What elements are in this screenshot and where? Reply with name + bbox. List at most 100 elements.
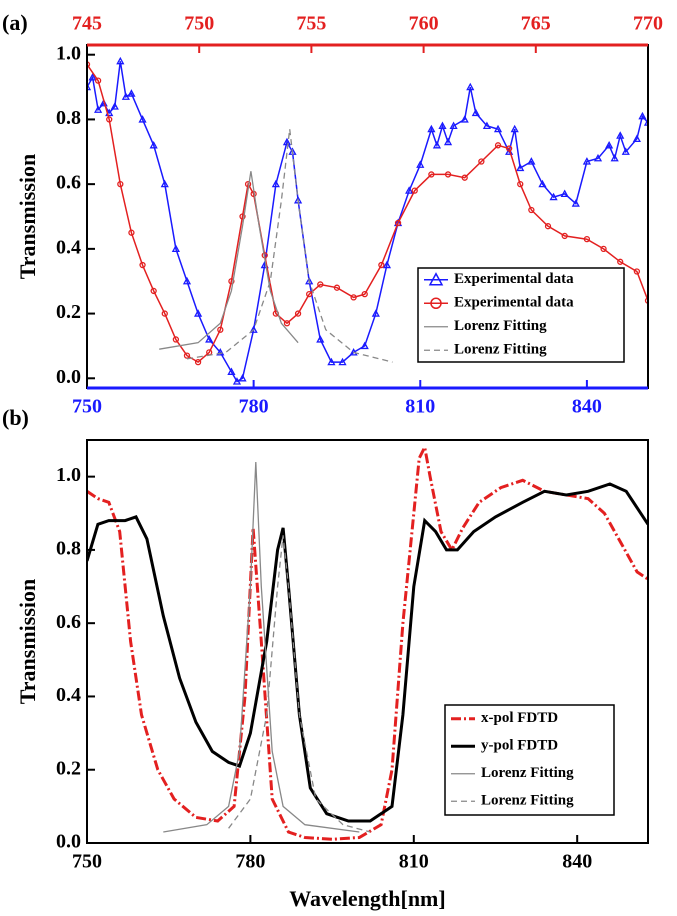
marker <box>116 56 125 65</box>
y-tick-label: 0.2 <box>56 757 81 779</box>
marker <box>205 335 214 343</box>
marker <box>427 124 436 133</box>
x-tick-label: 780 <box>239 396 269 418</box>
marker <box>632 134 641 142</box>
marker <box>121 92 130 100</box>
marker <box>438 121 447 130</box>
marker <box>139 261 146 269</box>
marker <box>571 199 580 207</box>
line <box>159 171 299 350</box>
y-tick-label: 0.4 <box>56 236 81 258</box>
marker <box>460 115 469 123</box>
y-axis-label: Transmission <box>15 154 40 280</box>
marker <box>194 358 202 366</box>
marker <box>633 268 641 275</box>
marker <box>216 348 225 356</box>
series <box>87 56 648 385</box>
marker <box>87 61 91 68</box>
marker <box>617 258 624 265</box>
x2-tick-label: 745 <box>72 13 102 35</box>
legend-label: x-pol FDTD <box>481 710 558 726</box>
line <box>163 461 360 833</box>
x-axis-label: Wavelength[nm] <box>289 886 445 911</box>
marker <box>161 310 168 317</box>
marker <box>172 336 180 343</box>
x-tick-label: 810 <box>399 851 429 873</box>
x2-tick-label: 750 <box>184 13 214 35</box>
marker <box>238 373 247 382</box>
marker <box>516 163 525 172</box>
legend-label: Lorenz Fitting <box>454 318 547 334</box>
x2-tick-label: 760 <box>409 13 439 35</box>
marker <box>138 115 147 123</box>
marker <box>294 310 302 317</box>
marker <box>582 157 591 165</box>
marker <box>505 145 513 152</box>
marker <box>106 116 113 123</box>
marker <box>87 82 92 91</box>
legend-label: Experimental data <box>454 295 574 311</box>
marker <box>561 232 568 240</box>
marker <box>182 276 192 285</box>
marker <box>127 89 136 97</box>
marker <box>466 82 475 91</box>
marker <box>283 320 291 327</box>
marker <box>193 309 203 317</box>
marker <box>110 102 119 110</box>
y-tick-label: 0.2 <box>56 301 81 323</box>
marker <box>478 158 485 165</box>
marker <box>411 187 418 194</box>
x-tick-label: 780 <box>235 851 265 873</box>
legend-label: Lorenz Fitting <box>481 765 574 781</box>
marker <box>94 105 103 113</box>
marker <box>333 284 341 291</box>
marker <box>394 219 402 227</box>
y-tick-label: 0.8 <box>56 538 81 560</box>
marker <box>228 278 235 285</box>
series <box>163 461 360 833</box>
marker <box>643 118 648 126</box>
marker <box>171 244 180 253</box>
y-tick-label: 1.0 <box>56 464 81 486</box>
marker <box>527 157 536 165</box>
marker <box>371 309 380 317</box>
y-axis-label: Transmission <box>15 579 40 705</box>
legend-label: Experimental data <box>454 271 574 287</box>
marker <box>405 186 414 194</box>
marker <box>160 179 169 188</box>
legend-marker <box>430 297 442 309</box>
marker <box>443 137 453 146</box>
marker <box>360 341 369 350</box>
x2-tick-label: 770 <box>633 13 663 35</box>
marker <box>232 377 242 385</box>
legend-box <box>417 267 625 363</box>
marker <box>644 297 648 304</box>
marker <box>117 180 124 188</box>
marker <box>416 160 425 168</box>
legend-label: y-pol FDTD <box>481 738 558 754</box>
marker <box>616 131 625 139</box>
marker <box>493 124 503 133</box>
y-tick-label: 0.0 <box>56 831 81 853</box>
marker <box>239 213 246 220</box>
marker <box>150 287 157 295</box>
marker <box>227 367 236 375</box>
series <box>159 171 299 350</box>
marker <box>128 229 135 236</box>
marker <box>517 180 524 188</box>
marker <box>327 357 336 366</box>
x-tick-label: 840 <box>572 396 602 418</box>
marker <box>528 206 535 214</box>
line <box>186 129 393 363</box>
marker <box>316 335 325 343</box>
legend-label: Lorenz Fitting <box>454 342 547 358</box>
panel-label: (a) <box>2 10 28 35</box>
marker <box>444 171 452 178</box>
marker <box>449 121 458 130</box>
marker <box>149 140 158 149</box>
y-tick-label: 0.6 <box>56 611 81 633</box>
marker <box>538 179 547 188</box>
series <box>186 129 393 363</box>
marker <box>510 124 519 133</box>
